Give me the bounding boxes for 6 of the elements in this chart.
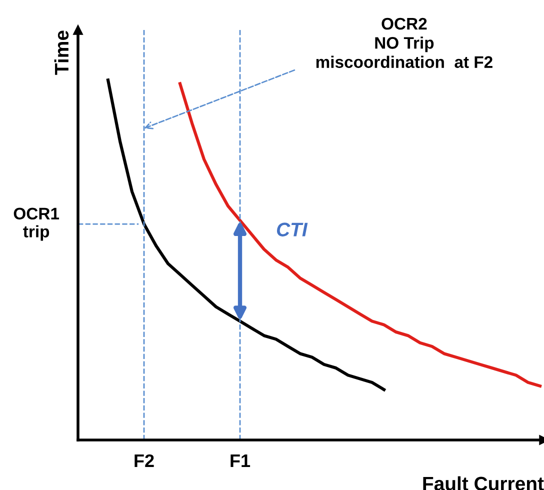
text: OCR2 NO Trip miscoordination at F2 xyxy=(316,18,492,68)
annotation: CTI xyxy=(276,222,308,236)
x-tick-label: F1 xyxy=(230,454,250,467)
x-tick-label: F2 xyxy=(134,454,154,467)
y-axis-title: Time xyxy=(54,30,69,75)
ref-line-label: OCR1 trip xyxy=(14,208,60,241)
